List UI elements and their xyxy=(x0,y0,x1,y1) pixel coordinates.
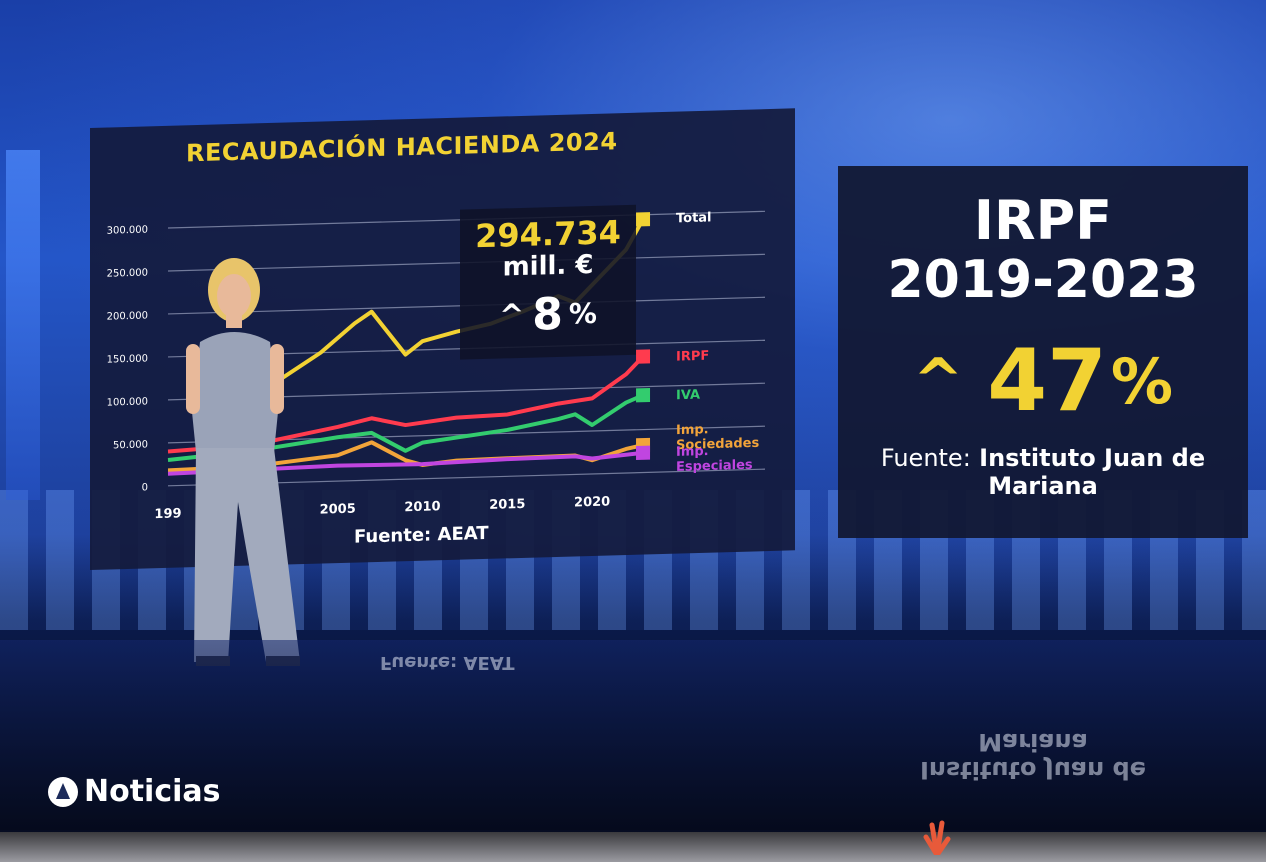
y-tick-label: 50.000 xyxy=(113,439,148,451)
line-chart: 0 50.000 100.000 150.000 200.000 250.000 300.0… xyxy=(107,210,765,522)
presenter-figure xyxy=(186,258,300,666)
series-end-marker-iva xyxy=(636,388,651,403)
irpf-source-name: Instituto Juan de Mariana xyxy=(979,444,1206,500)
tv-bezel xyxy=(0,832,1266,862)
reflection-source: Fuente: AEAT xyxy=(380,652,515,673)
total-callout: 294.734 mill. € ^ 8 % xyxy=(460,204,636,360)
series-line-irpf xyxy=(167,355,645,454)
y-tick-label: 150.000 xyxy=(107,353,148,365)
x-tick-label: 2005 xyxy=(320,502,356,518)
series-end-marker-total xyxy=(636,212,651,227)
y-tick-label: 100.000 xyxy=(107,396,148,408)
logo-label: Noticias xyxy=(84,774,221,809)
antena3-logo-icon xyxy=(48,776,78,807)
series-label-sociedades-2: Sociedades xyxy=(676,436,759,453)
series-line-iva xyxy=(167,393,644,463)
floor-reflection xyxy=(0,640,1266,830)
y-tick-label: 250.000 xyxy=(107,268,148,280)
antena3-noticias-logo: Noticias xyxy=(48,774,221,809)
chart-source: Fuente: AEAT xyxy=(354,522,489,548)
series-label-sociedades-1: Imp. xyxy=(676,422,709,438)
series-end-marker-especiales xyxy=(636,445,651,460)
up-caret-icon: ^ xyxy=(912,346,964,416)
irpf-source-prefix: Fuente: xyxy=(880,444,971,472)
irpf-source: Fuente: Instituto Juan de Mariana xyxy=(838,444,1248,500)
series-end-marker-irpf xyxy=(636,349,651,364)
callout-growth: ^ 8 % xyxy=(460,287,636,343)
x-tick-label: 199 xyxy=(154,506,181,522)
plant-icon xyxy=(923,820,951,855)
series-label-total: Total xyxy=(676,210,712,226)
callout-pct-symbol: % xyxy=(568,296,597,331)
callout-value: 294.734 xyxy=(475,213,621,256)
callout-pct-value: 8 xyxy=(532,288,563,341)
chart-panel: RECAUDACIÓN HACIENDA 2024 0 50.000 100.000… xyxy=(90,108,795,571)
irpf-title: IRPF xyxy=(973,189,1113,252)
reflection-irpf-source: Instituto Juan de Mariana xyxy=(920,728,1146,784)
irpf-pct-value: 47 xyxy=(987,331,1107,431)
y-tick-label: 300.000 xyxy=(107,225,148,237)
series-label-irpf: IRPF xyxy=(676,349,709,365)
x-tick-label: 2020 xyxy=(574,494,610,510)
y-tick-label: 0 xyxy=(142,482,148,493)
series-label-iva: IVA xyxy=(676,388,700,404)
up-caret-icon: ^ xyxy=(499,297,525,334)
series-label-especiales-1: Imp. xyxy=(676,444,709,460)
irpf-period: 2019-2023 xyxy=(887,250,1199,310)
irpf-growth: ^ 47 % xyxy=(838,336,1248,426)
irpf-pct-symbol: % xyxy=(1110,344,1174,418)
x-tick-label: 2010 xyxy=(404,499,440,515)
series-label-especiales-2: Especiales xyxy=(676,458,753,475)
y-tick-label: 200.000 xyxy=(107,311,148,323)
x-tick-label: 2015 xyxy=(489,497,525,513)
background-bar xyxy=(6,150,40,500)
irpf-panel: IRPF 2019-2023 ^ 47 % Fuente: Instituto … xyxy=(838,166,1248,538)
